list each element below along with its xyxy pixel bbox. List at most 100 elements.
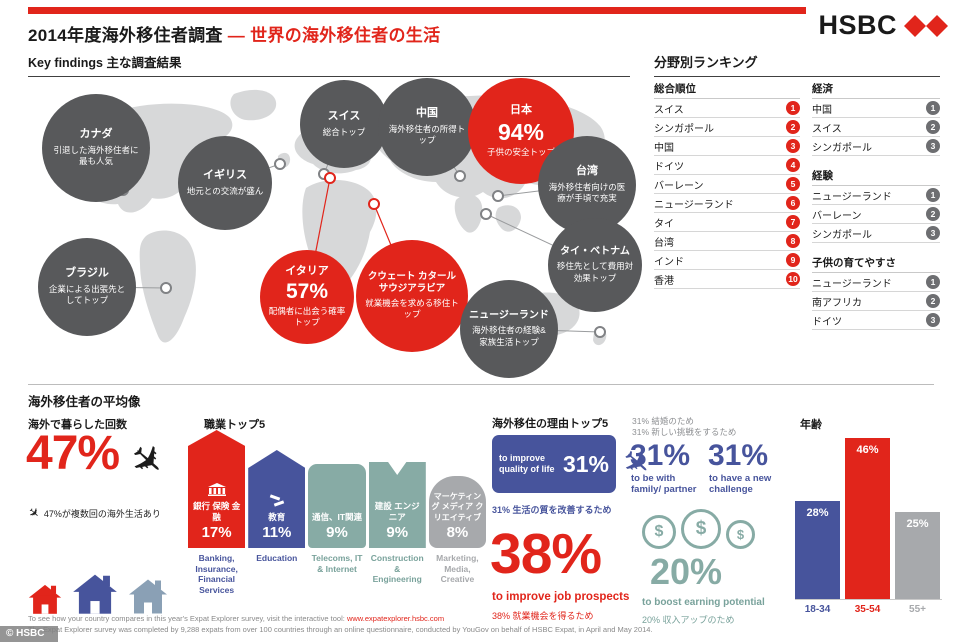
footer-line1-text: To see how your country compares in this… — [28, 614, 347, 623]
ranking-group-title: 子供の育てやすさ — [812, 254, 940, 273]
callout-text: 配偶者に出会う確率トップ — [268, 305, 346, 328]
rank-badge: 5 — [786, 177, 800, 191]
age-bar-chart: 28% 46% 25% — [795, 433, 942, 600]
airplane-icon: ✈ — [118, 432, 175, 490]
copyright-watermark: © HSBC — [0, 626, 59, 642]
house-icon — [73, 574, 117, 614]
header-red-bar — [28, 7, 806, 14]
job-label-jp: 銀行 保険 金融 — [192, 500, 241, 522]
ranking-country: ニュージーランド — [654, 199, 734, 211]
top-jobs: 銀行 保険 金融 17% Banking, Insurance, Financi… — [188, 430, 487, 600]
footer-line1: To see how your country compares in this… — [28, 614, 444, 623]
rank-badge: 10 — [786, 272, 800, 286]
callout-italy: イタリア 57% 配偶者に出会う確率トップ — [260, 250, 354, 344]
job-label-en: Telecoms, IT & Internet — [311, 553, 363, 574]
callout-taiwan: 台湾 海外移住者向けの医療が手頃で充実 — [538, 136, 636, 234]
job-label-jp: 教育 — [268, 511, 286, 522]
ranking-group-title: 経済 — [812, 80, 940, 99]
ranking-country: 南アフリカ — [812, 297, 862, 309]
world-map: カナダ 引退した海外移住者に最も人気 イギリス 地元との交流が盛ん スイス 総合… — [28, 78, 642, 378]
monitor-icon: 通信、IT関連 9% — [308, 464, 366, 548]
ranking-country: バーレーン — [654, 180, 704, 192]
reason-job-caption: 38% 就業機会を得るため — [492, 611, 594, 621]
ranking-country: ニュージーランド — [812, 278, 892, 290]
reason-job-label: to improve job prospects — [492, 591, 630, 603]
rank-badge: 2 — [926, 120, 940, 134]
reason-family-value: 31% — [630, 439, 691, 472]
ranking-group-title: 経験 — [812, 167, 940, 186]
callout-value: 94% — [497, 118, 545, 145]
times-abroad-title: 海外で暮らした回数 — [28, 419, 127, 431]
house-icon — [129, 579, 167, 614]
rank-badge: 6 — [786, 196, 800, 210]
callout-kuwait-qatar-saudi: クウェート カタール サウジアラビア 就業機会を求める移住トップ — [356, 240, 468, 352]
reason-family-label: to be with family/ partner — [631, 473, 697, 496]
ranking-row: シンガポール 2 — [654, 118, 800, 137]
job-telecoms: 通信、IT関連 9% Telecoms, IT & Internet — [308, 430, 366, 600]
job-label-en: Marketing, Media, Creative — [436, 553, 479, 585]
job-value: 8% — [446, 524, 469, 541]
key-findings-heading: Key findings 主な調査結果 — [28, 52, 630, 77]
house-icons — [28, 548, 188, 614]
ranking-row: ニュージーランド 1 — [812, 186, 940, 205]
reason-job-value: 38% — [490, 522, 602, 586]
reason-note-challenge: 31% 新しい挑戦をするため — [632, 427, 737, 437]
rankings-heading: 分野別ランキング — [654, 52, 940, 77]
rank-badge: 1 — [926, 275, 940, 289]
ranking-row: ドイツ 3 — [812, 311, 940, 330]
bank-pencil-icon: 銀行 保険 金融 17% — [188, 430, 246, 548]
callout-china: 中国 海外移住者の所得トップ — [378, 78, 476, 176]
expat-explorer-link[interactable]: www.expatexplorer.hsbc.com — [346, 614, 445, 623]
rank-badge: 2 — [926, 294, 940, 308]
age-title: 年齢 — [800, 419, 822, 431]
rank-badge: 1 — [926, 188, 940, 202]
page-title: 2014年度海外移住者調査 — 世界の海外移住者の生活 — [28, 21, 440, 46]
callout-value: 57% — [285, 279, 329, 303]
callout-thailand-vietnam: タイ・ベトナム 移住先として費用対効果トップ — [548, 218, 642, 312]
age-bar-35-54: 46% — [845, 438, 890, 599]
job-value: 9% — [326, 524, 348, 541]
ranking-country: 台湾 — [654, 237, 674, 249]
overall-ranking-list: 総合順位 スイス 1 シンガポール 2 中国 3 ドイツ 4 バーレーン 5 ニュージーラ… — [654, 80, 800, 289]
rank-badge: 7 — [786, 215, 800, 229]
callout-country: イギリス — [203, 168, 247, 181]
callout-country: カナダ — [79, 128, 113, 141]
dollar-coin-icons: $ $ $ — [642, 509, 755, 549]
times-abroad-caption: ✈ 47%が複数回の海外生活あり — [24, 504, 161, 522]
page-title-dash: — — [227, 26, 246, 45]
age-bar-labels: 18-34 35-54 55+ — [795, 604, 942, 615]
reason-earning-label: to boost earning potential — [642, 597, 765, 608]
ranking-country: タイ — [654, 218, 674, 230]
ranking-country: 中国 — [654, 142, 674, 154]
reason-quality-value: 31% — [562, 450, 610, 477]
callout-country: クウェート カタール サウジアラビア — [367, 271, 457, 295]
ranking-row: バーレーン 5 — [654, 175, 800, 194]
reasons-section: 海外移住の理由トップ5 to improve quality of life 3… — [490, 415, 792, 635]
ranking-group-children: 子供の育てやすさ ニュージーランド 1 南アフリカ 2 ドイツ 3 — [812, 254, 940, 330]
computer-mouse-icon: マーケティング メディア クリエイティブ 8% — [428, 476, 487, 548]
ranking-group-title: 総合順位 — [654, 80, 800, 99]
key-findings-heading-en: Key findings — [28, 56, 104, 70]
reason-quality-of-life: to improve quality of life 31% — [492, 435, 616, 493]
ranking-group-experience: 経験 ニュージーランド 1 バーレーン 2 シンガポール 3 — [812, 167, 940, 243]
callout-text: 移住先として費用対効果トップ — [556, 261, 634, 283]
ranking-row: スイス 1 — [654, 99, 800, 118]
callout-country: スイス — [327, 109, 361, 122]
rank-badge: 3 — [926, 226, 940, 240]
job-label-jp: マーケティング メディア クリエイティブ — [431, 491, 484, 522]
dollar-coin-icon: $ — [681, 509, 721, 549]
ranking-row: 南アフリカ 2 — [812, 292, 940, 311]
age-bar-label: 18-34 — [804, 604, 831, 615]
job-value: 17% — [201, 524, 232, 541]
job-marketing: マーケティング メディア クリエイティブ 8% Marketing, Media… — [428, 430, 487, 600]
rank-badge: 2 — [926, 207, 940, 221]
job-label-en: Banking, Insurance, Financial Services — [195, 553, 238, 595]
ranking-row: 中国 3 — [654, 137, 800, 156]
reason-quality-caption: 31% 生活の質を改善するため — [492, 505, 612, 515]
ranking-row: ドイツ 4 — [654, 156, 800, 175]
education-pencil-icon: 教育 11% — [248, 450, 306, 548]
ranking-row: インド 9 — [654, 251, 800, 270]
ranking-country: バーレーン — [812, 210, 862, 222]
ranking-row: シンガポール 3 — [812, 224, 940, 243]
ranking-group-economy: 経済 中国 1 スイス 2 シンガポール 3 — [812, 80, 940, 156]
